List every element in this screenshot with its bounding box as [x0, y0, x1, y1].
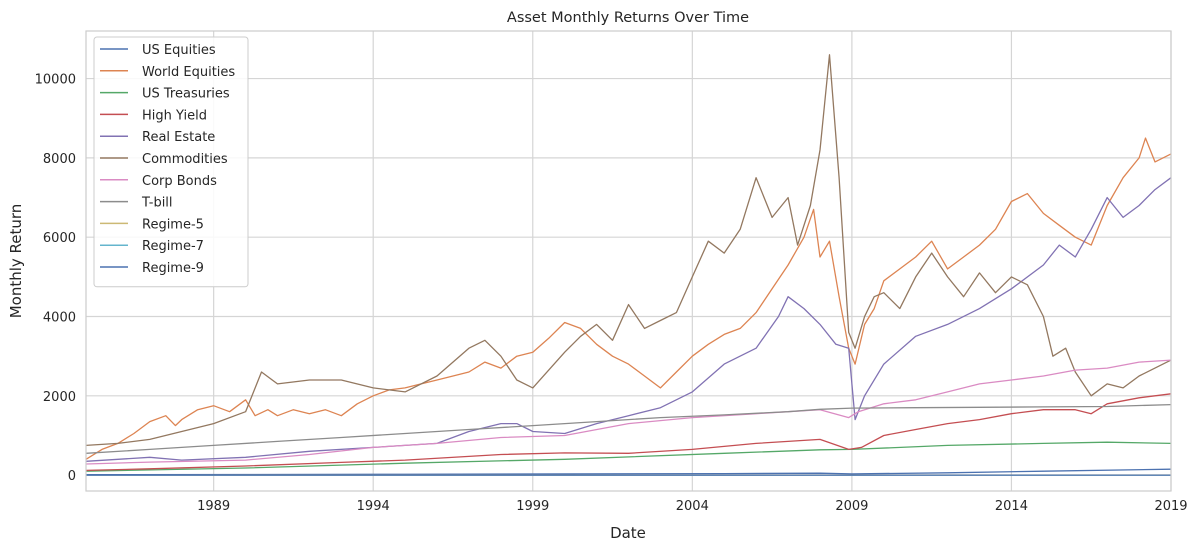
legend-label: Real Estate — [142, 130, 215, 145]
tick-labels: 1989 1994 1999 2004 2009 2014 2019 0 2000 4000 600… — [35, 73, 1188, 514]
legend: US Equities World Equities US Treasuries Hi… — [93, 36, 249, 288]
y-tick-label: 4000 — [43, 311, 76, 326]
series-lines — [85, 54, 1172, 476]
x-tick-label: 1999 — [516, 499, 549, 514]
legend-label: T-bill — [141, 196, 173, 211]
legend-label: Regime-5 — [142, 217, 204, 232]
legend-label: US Treasuries — [142, 87, 230, 102]
series-line-us-equities — [85, 468, 1172, 476]
legend-label: Regime-9 — [142, 261, 204, 276]
chart-title: Asset Monthly Returns Over Time — [507, 10, 749, 26]
grid — [86, 31, 1172, 491]
legend-label: Commodities — [142, 152, 228, 167]
y-axis-title: Monthly Return — [7, 204, 25, 319]
legend-box — [93, 36, 249, 288]
y-tick-label: 10000 — [35, 73, 76, 88]
x-tick-label: 2019 — [1154, 499, 1187, 514]
legend-label: Corp Bonds — [142, 174, 217, 189]
series-line-real-estate — [85, 177, 1172, 462]
legend-label: High Yield — [142, 108, 207, 123]
y-tick-label: 8000 — [43, 152, 76, 167]
x-tick-label: 2009 — [835, 499, 868, 514]
series-line-world-equities — [85, 137, 1172, 460]
legend-label: US Equities — [142, 43, 216, 58]
series-line-corp-bonds — [85, 359, 1172, 465]
x-tick-label: 2014 — [995, 499, 1028, 514]
plot-frame — [85, 30, 1172, 492]
y-tick-label: 6000 — [43, 231, 76, 246]
x-tick-label: 1989 — [197, 499, 230, 514]
x-tick-label: 1994 — [357, 499, 390, 514]
series-line-us-treasuries — [85, 441, 1172, 472]
y-tick-label: 2000 — [43, 390, 76, 405]
x-tick-label: 2004 — [676, 499, 709, 514]
legend-label: Regime-7 — [142, 239, 204, 254]
series-line-t-bill — [85, 403, 1172, 454]
x-axis-title: Date — [610, 524, 646, 542]
series-line-commodities — [85, 54, 1172, 447]
series-line-high-yield — [85, 393, 1172, 472]
y-tick-label: 0 — [68, 469, 76, 484]
legend-label: World Equities — [142, 65, 235, 80]
